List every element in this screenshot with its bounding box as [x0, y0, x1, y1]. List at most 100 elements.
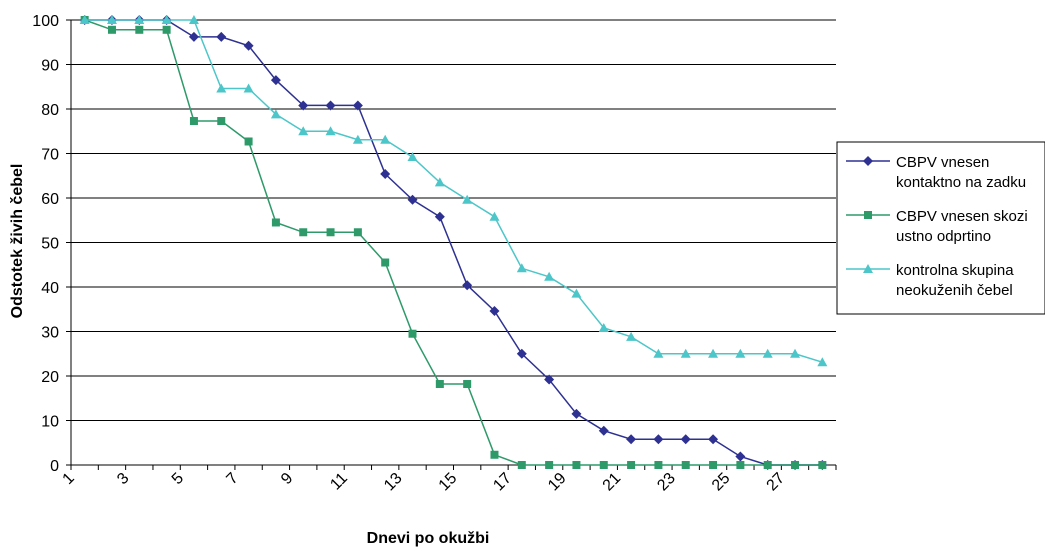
triangle-marker [708, 348, 719, 358]
square-marker [627, 461, 636, 469]
diamond-marker [653, 434, 664, 445]
diamond-marker [735, 451, 746, 462]
triangle-marker [626, 331, 637, 341]
diamond-marker [380, 168, 391, 179]
square-marker [244, 137, 253, 146]
triangle-marker [134, 15, 145, 24]
y-tick-label: 90 [41, 58, 59, 75]
triangle-marker [106, 15, 117, 24]
diamond-marker [571, 408, 582, 419]
square-marker [517, 461, 526, 469]
triangle-marker [188, 15, 199, 24]
square-marker [463, 380, 472, 389]
x-tick-label: 17 [490, 470, 515, 495]
diamond-marker [598, 425, 609, 436]
series-3 [79, 15, 828, 367]
x-tick-label: 19 [545, 470, 570, 495]
square-marker [326, 228, 335, 237]
diamond-marker [680, 434, 691, 445]
triangle-marker [735, 348, 746, 358]
square-marker [271, 218, 280, 227]
triangle-marker [790, 348, 801, 358]
gridlines [71, 19, 836, 421]
x-tick-label: 25 [709, 470, 734, 495]
triangle-marker [298, 126, 309, 136]
square-marker [654, 461, 663, 469]
legend-box [836, 141, 1045, 315]
triangle-marker [407, 152, 418, 162]
legend-label: CBPV vnesen skozi [896, 208, 1028, 225]
square-marker [545, 461, 554, 469]
y-tick-label: 30 [41, 325, 59, 342]
y-tick-label: 0 [50, 458, 59, 475]
square-marker [189, 117, 198, 126]
diamond-marker [462, 280, 473, 291]
diamond-marker [188, 31, 199, 42]
diamond-marker [243, 40, 254, 51]
diamond-marker [407, 194, 418, 205]
triangle-marker [817, 357, 828, 367]
square-marker [299, 228, 308, 237]
x-tick-label: 11 [327, 470, 351, 494]
square-marker [864, 211, 872, 219]
diamond-marker [216, 31, 227, 42]
legend-item-3: kontrolna skupina neokuženih čebel [846, 262, 1014, 299]
square-marker [490, 450, 499, 459]
square-marker [709, 461, 718, 469]
diamond-marker [708, 434, 719, 445]
diamond-marker [626, 434, 637, 445]
x-tick-label: 15 [436, 470, 461, 495]
diamond-marker [352, 100, 363, 111]
square-marker [791, 461, 800, 469]
triangle-marker [216, 83, 227, 93]
diamond-marker [270, 75, 281, 86]
triangle-marker [243, 83, 254, 93]
triangle-marker [462, 194, 473, 204]
triangle-marker [270, 109, 281, 119]
diamond-marker [434, 211, 445, 222]
y-tick-label: 80 [41, 102, 59, 119]
triangle-marker [762, 348, 773, 358]
diamond-marker [489, 306, 500, 317]
square-marker [135, 25, 144, 34]
x-tick-label: 9 [278, 470, 296, 488]
series-line [84, 19, 823, 466]
x-tick-label: 3 [114, 470, 132, 488]
square-marker [572, 461, 581, 469]
triangle-marker [434, 177, 445, 187]
square-marker [736, 461, 745, 469]
x-tick-label: 7 [223, 470, 241, 488]
legend-label: neokuženih čebel [896, 282, 1013, 299]
series-line [84, 19, 823, 363]
diamond-marker [863, 156, 873, 166]
x-tick-label: 1 [60, 470, 78, 488]
triangle-marker [544, 271, 555, 281]
square-marker [107, 25, 116, 34]
triangle-marker [325, 126, 336, 136]
square-marker [599, 461, 608, 469]
legend-label: kontrolna skupina [896, 262, 1014, 279]
triangle-marker [161, 15, 172, 24]
square-marker [681, 461, 690, 469]
legend-label: kontaktno na zadku [896, 174, 1026, 191]
diamond-marker [544, 374, 555, 385]
triangle-marker [598, 322, 609, 332]
square-marker [763, 461, 772, 469]
y-tick-label: 10 [41, 414, 59, 431]
triangle-marker [653, 348, 664, 358]
x-tick-label: 5 [169, 470, 187, 488]
x-axis-title: Dnevi po okužbi [367, 530, 490, 547]
x-tick-label: 21 [600, 470, 625, 495]
x-tick-label: 23 [654, 470, 679, 495]
y-tick-label: 100 [32, 13, 59, 30]
diamond-marker [516, 348, 527, 359]
square-marker [381, 258, 390, 267]
y-tick-label: 20 [41, 369, 59, 386]
triangle-marker [380, 134, 391, 144]
triangle-marker [489, 211, 500, 221]
y-axis-title: Odstotek živih čebel [9, 164, 26, 319]
square-marker [408, 329, 417, 338]
